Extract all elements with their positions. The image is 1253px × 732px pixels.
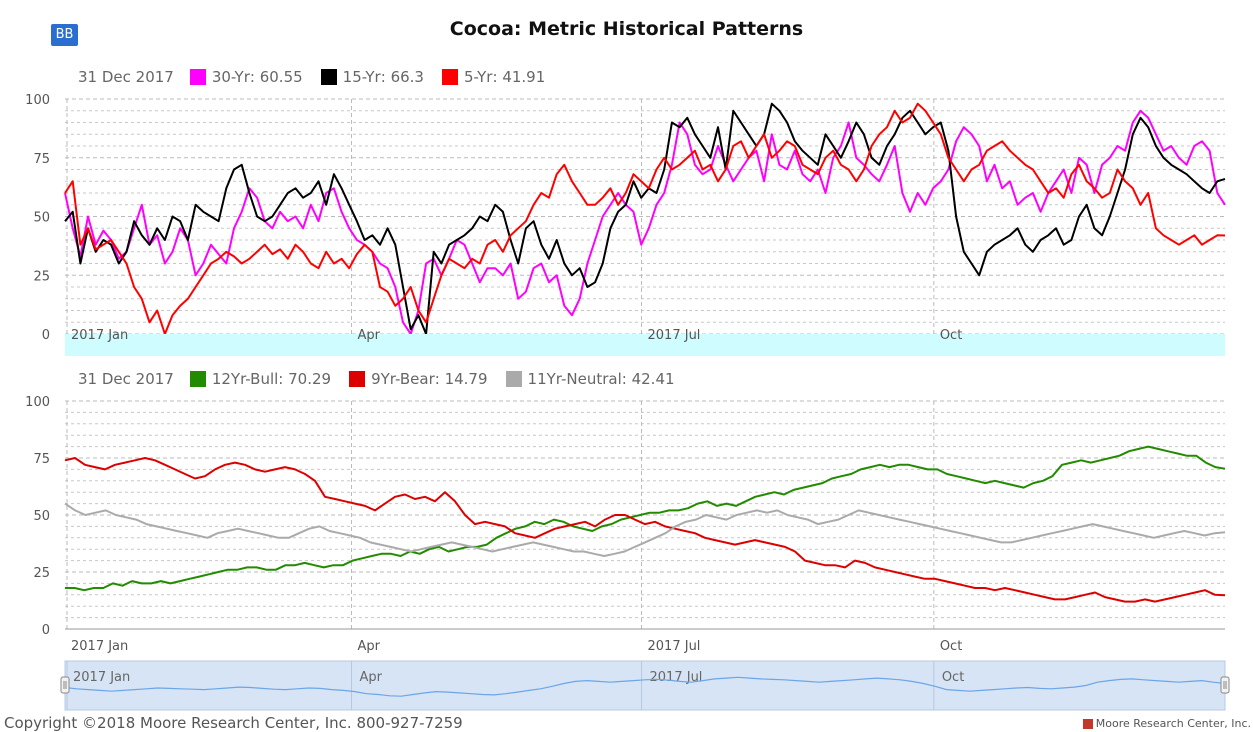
x-tick-label: Oct [940,639,962,654]
brand-logo-icon [1082,718,1093,729]
page-title: Cocoa: Metric Historical Patterns [449,18,804,40]
legend-swatch [349,371,366,387]
navigator-tick-label: Oct [942,670,964,685]
series-line-2 [64,102,1226,335]
y-tick-label: 0 [42,328,50,343]
legend-label: 15-Yr [342,68,381,86]
legend-date: 31 Dec 2017 [78,370,174,388]
chart-panel-1: 0 25 50 75 100 2017 Jan Apr 2017 Jul Oct [25,395,1226,654]
legend-value: 60.55 [259,68,303,86]
x-tick-label: 2017 Jan [71,328,128,343]
y-tick-label: 0 [42,623,50,638]
x-tick-label: 2017 Jan [71,639,128,654]
navigator-right-handle[interactable] [1220,676,1230,694]
y-tick-label: 25 [33,566,50,581]
brand-text: Moore Research Center, Inc. [1095,717,1251,730]
legend-label: 12Yr-Bull [211,370,279,388]
y-tick-label: 100 [25,395,50,410]
legend-swatch [189,371,206,387]
legend-value: 66.3 [390,68,424,86]
bb-toggle-button[interactable]: BB [51,24,78,46]
legend-label: 9Yr-Bear [371,370,435,388]
navigator-series [64,676,1226,697]
series-line-1 [64,457,1226,603]
navigator-range [64,660,1226,711]
legend-label: 30-Yr [211,68,250,86]
legend-item-12yr-bull[interactable]: 12Yr-Bull: 70.29 [189,370,332,388]
legend-label: 5-Yr [463,68,493,86]
x-tick-label: Apr [358,328,381,343]
legend-value: 70.29 [288,370,332,388]
y-tick-label: 75 [33,152,50,167]
x-tick-label: 2017 Jul [648,328,701,343]
x-tick-label: Apr [358,639,381,654]
navigator-tick-label: 2017 Jan [73,670,130,685]
legend-item-30yr[interactable]: 30-Yr: 60.55 [189,68,303,86]
chart-panel-0: 0 25 50 75 100 2017 Jan Apr 2017 Jul Oct [25,93,1226,356]
legend-value: 14.79 [444,370,488,388]
legend-item-11yr-neutral[interactable]: 11Yr-Neutral: 42.41 [505,370,675,388]
below-zero-band [65,334,1225,356]
top-chart-legend: 31 Dec 2017 30-Yr: 60.55 15-Yr: 66.3 5-Y… [78,68,563,86]
legend-date: 31 Dec 2017 [78,68,174,86]
series-line-0 [64,109,1226,335]
legend-item-15yr[interactable]: 15-Yr: 66.3 [320,68,424,86]
x-tick-label: Oct [940,328,962,343]
navigator-tick-label: Apr [360,670,383,685]
y-tick-label: 75 [33,452,50,467]
legend-value: 41.91 [502,68,546,86]
y-tick-label: 50 [33,509,50,524]
series-line-0 [65,445,1226,592]
y-tick-label: 25 [33,269,50,284]
navigator: 2017 Jan Apr 2017 Jul Oct [60,660,1230,711]
legend-swatch [320,69,337,85]
navigator-tick-label: 2017 Jul [650,670,703,685]
legend-item-5yr[interactable]: 5-Yr: 41.91 [441,68,546,86]
legend-item-9yr-bear[interactable]: 9Yr-Bear: 14.79 [349,370,488,388]
brand-mark: Moore Research Center, Inc. [1082,717,1251,730]
bottom-chart-legend: 31 Dec 2017 12Yr-Bull: 70.29 9Yr-Bear: 1… [78,370,693,388]
y-tick-label: 50 [33,211,50,226]
x-tick-label: 2017 Jul [648,639,701,654]
legend-swatch [189,69,206,85]
legend-swatch [441,69,458,85]
legend-swatch [505,371,522,387]
legend-label: 11Yr-Neutral [527,370,622,388]
navigator-left-handle[interactable] [60,676,70,694]
copyright-text: Copyright ©2018 Moore Research Center, I… [4,714,463,732]
series-line-2 [64,502,1226,557]
y-tick-label: 100 [25,93,50,108]
series-line-1 [64,102,1226,335]
legend-value: 42.41 [631,370,675,388]
